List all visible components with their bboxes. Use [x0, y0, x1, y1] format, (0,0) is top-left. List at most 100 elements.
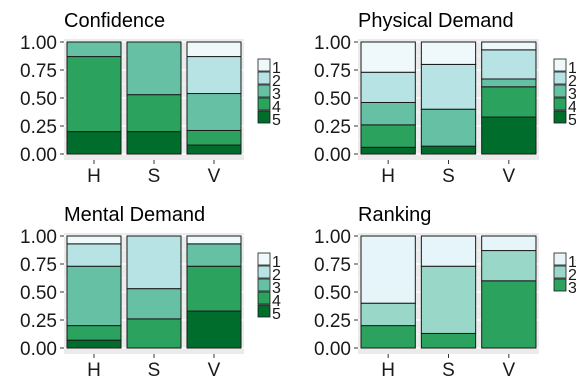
chart-panel-2: 0.00 0.25 0.50 0.75 1.00 H S V Mental Demand 1234… [20, 204, 281, 381]
legend-key-1 [257, 252, 271, 266]
legend-key-1 [257, 58, 271, 72]
bar-segment-H-3 [360, 325, 416, 349]
x-tick-label: V [208, 166, 221, 187]
bar-segment-H-2 [66, 243, 122, 267]
legend-label: 5 [272, 306, 281, 323]
chart-panel-3: 0.00 0.25 0.50 0.75 1.00 H S V Ranking 123 [314, 204, 576, 381]
x-tick-label: H [381, 360, 395, 381]
bar-segment-H-3 [66, 41, 122, 58]
y-tick-label: 1.00 [314, 33, 351, 54]
bar-segment-V-1 [186, 41, 242, 58]
bar-segment-S-2 [420, 63, 477, 110]
legend-label: 2 [272, 267, 281, 284]
legend-label: 4 [568, 99, 576, 116]
bar-segment-V-5 [481, 116, 537, 155]
bar-segment-V-2 [481, 250, 537, 282]
bar-segment-H-3 [360, 101, 416, 126]
legend-key-2 [257, 265, 271, 279]
legend-label: 5 [568, 112, 576, 129]
y-tick-label: 0.25 [314, 311, 351, 332]
legend-label: 4 [272, 99, 281, 116]
bar-segment-V-1 [481, 41, 537, 51]
legend-label: 3 [272, 86, 281, 103]
y-tick-label: 1.00 [314, 227, 351, 248]
y-tick-label: 0.75 [20, 61, 57, 82]
y-tick-label: 0.75 [314, 61, 351, 82]
legend-key-3 [257, 278, 271, 292]
y-tick-label: 0.00 [20, 339, 57, 360]
bar-segment-H-3 [66, 265, 122, 327]
bar-segment-H-5 [360, 146, 416, 155]
bar-segment-S-2 [420, 265, 477, 334]
legend-label: 1 [272, 60, 281, 77]
legend-key-5 [553, 110, 567, 124]
legend-label: 3 [568, 86, 576, 103]
legend-key-3 [553, 84, 567, 98]
bar-segment-V-2 [481, 49, 537, 80]
y-tick-label: 1.00 [20, 33, 57, 54]
bar-segment-S-3 [420, 332, 477, 349]
chart-title: Mental Demand [64, 204, 205, 226]
bar-segment-S-3 [126, 288, 182, 320]
bar-segment-S-1 [420, 235, 477, 267]
chart-title: Physical Demand [358, 10, 514, 32]
bar-segment-V-5 [186, 144, 242, 155]
legend-label: 3 [272, 280, 281, 297]
legend-key-4 [553, 97, 567, 111]
legend-label: 2 [272, 73, 281, 90]
legend-key-3 [553, 278, 567, 292]
legend-key-4 [257, 291, 271, 305]
bar-segment-H-1 [360, 235, 416, 304]
y-tick-label: 0.00 [314, 339, 351, 360]
chart-panel-1: 0.00 0.25 0.50 0.75 1.00 H S V Physical Demand 12… [314, 10, 576, 187]
chart-title: Confidence [64, 10, 165, 32]
legend-key-5 [257, 304, 271, 318]
legend-label: 1 [568, 254, 576, 271]
legend-label: 1 [272, 254, 281, 271]
y-tick-label: 0.50 [20, 283, 57, 304]
bar-segment-S-4 [126, 318, 182, 349]
legend-label: 3 [568, 280, 576, 297]
bar-segment-V-2 [186, 56, 242, 95]
bar-segment-S-1 [420, 41, 477, 65]
bar-segment-V-4 [186, 265, 242, 312]
legend-label: 2 [568, 267, 576, 284]
y-tick-label: 0.75 [20, 255, 57, 276]
bar-segment-H-1 [360, 41, 416, 73]
chart-title: Ranking [358, 204, 431, 226]
x-tick-label: S [148, 360, 161, 381]
y-tick-label: 0.50 [314, 283, 351, 304]
bar-segment-H-4 [66, 56, 122, 133]
bar-segment-V-4 [481, 86, 537, 118]
bar-segment-H-5 [66, 131, 122, 155]
bar-segment-V-5 [186, 310, 242, 349]
bar-segment-V-3 [186, 243, 242, 267]
bar-segment-S-4 [126, 94, 182, 133]
x-tick-label: V [502, 360, 515, 381]
bar-segment-S-2 [126, 235, 182, 290]
bar-segment-V-1 [481, 235, 537, 252]
bar-segment-H-2 [360, 302, 416, 327]
bar-segment-H-1 [66, 235, 122, 245]
bar-segment-S-3 [420, 108, 477, 147]
legend-key-5 [257, 110, 271, 124]
x-tick-label: H [87, 360, 101, 381]
y-tick-label: 0.25 [20, 117, 57, 138]
y-tick-label: 0.00 [314, 145, 351, 166]
bar-segment-V-3 [186, 93, 242, 131]
bar-segment-H-5 [66, 339, 122, 349]
legend-key-2 [553, 265, 567, 279]
x-tick-label: S [442, 360, 455, 381]
bar-segment-V-4 [186, 129, 242, 146]
bar-segment-S-5 [420, 145, 477, 155]
x-tick-label: S [442, 166, 455, 187]
y-tick-label: 0.25 [20, 311, 57, 332]
y-tick-label: 0.50 [314, 89, 351, 110]
legend-key-1 [553, 252, 567, 266]
x-tick-label: H [381, 166, 395, 187]
legend-key-2 [553, 71, 567, 85]
legend-label: 1 [568, 60, 576, 77]
